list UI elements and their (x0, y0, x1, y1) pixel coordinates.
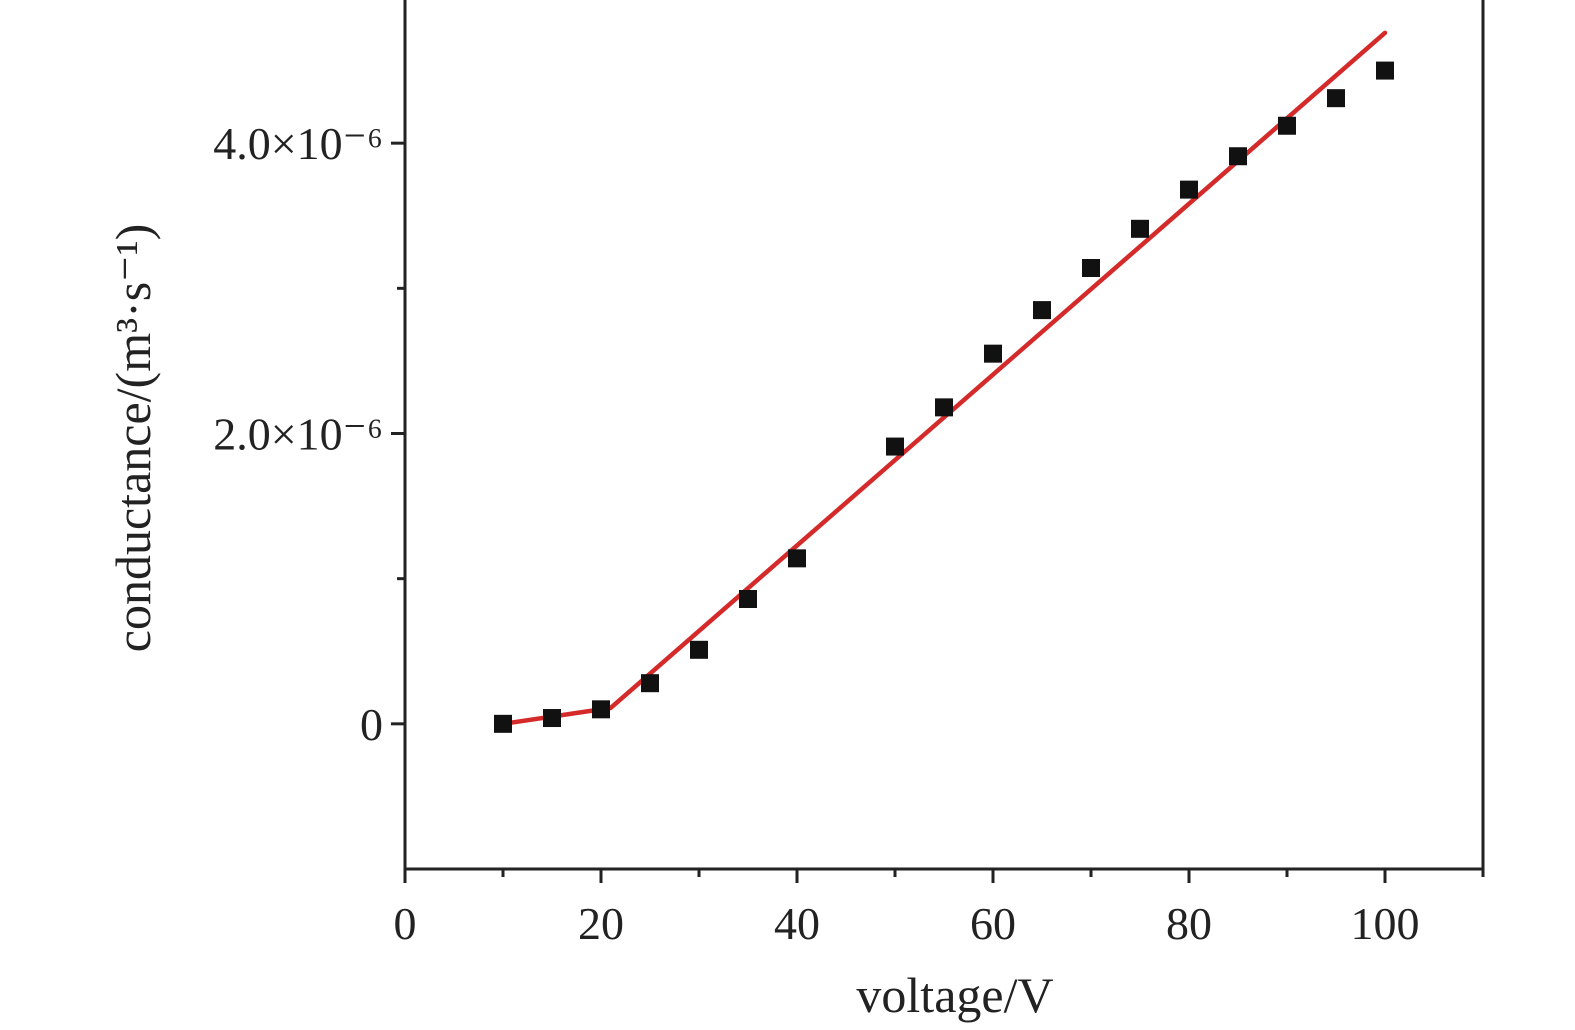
y-tick-label: 2.0×10⁻⁶ (213, 409, 383, 460)
x-tick-label: 0 (394, 898, 417, 949)
data-point (641, 674, 659, 693)
data-point (886, 437, 904, 456)
plot-frame (403, 0, 1485, 871)
y-axis-title: conductance/(m³·s⁻¹) (105, 224, 161, 652)
x-axis-title: voltage/V (856, 967, 1053, 1023)
data-point (592, 700, 610, 719)
data-point (739, 589, 757, 608)
data-point (1327, 89, 1345, 108)
x-tick-label: 60 (970, 898, 1016, 949)
data-point (984, 344, 1002, 363)
x-tick-label: 80 (1166, 898, 1212, 949)
data-point (1082, 259, 1100, 278)
x-tick-label: 40 (774, 898, 820, 949)
data-point (690, 640, 708, 659)
data-point (935, 398, 953, 417)
x-tick-label: 100 (1351, 898, 1420, 949)
x-tick-label: 20 (578, 898, 624, 949)
data-point (1278, 116, 1296, 135)
data-point (1033, 301, 1051, 320)
y-axis-ticks: 0 2.0×10⁻⁶ 4.0×10⁻⁶ (213, 118, 405, 750)
data-point (1229, 147, 1247, 166)
data-point (494, 714, 512, 733)
data-point (1131, 219, 1149, 238)
y-tick-label: 0 (360, 699, 383, 750)
data-point (1180, 180, 1198, 199)
fit-line (500, 30, 1388, 727)
y-tick-label: 4.0×10⁻⁶ (213, 118, 383, 169)
data-point (788, 549, 806, 568)
data-point (1376, 61, 1394, 80)
x-axis-ticks: 0 20 40 60 80 100 (394, 869, 1485, 949)
series-layer (494, 30, 1394, 733)
data-point (543, 709, 561, 728)
